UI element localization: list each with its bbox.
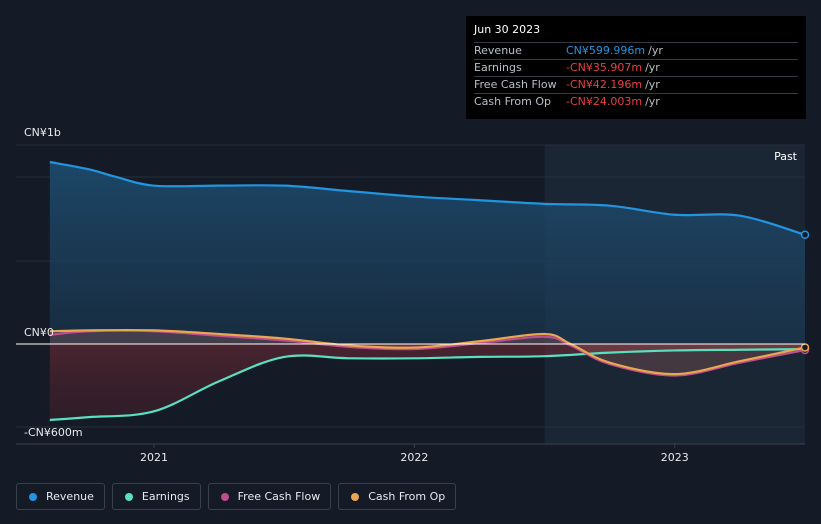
- legend-item-fcf[interactable]: Free Cash Flow: [207, 483, 332, 510]
- revenue-end-point: [800, 230, 810, 240]
- revenue-area: [49, 162, 805, 344]
- tooltip-row-value: CN¥599.996m: [566, 44, 646, 57]
- fcf-dot-icon: [220, 492, 229, 501]
- tooltip-row-unit: /yr: [645, 95, 660, 108]
- earnings-line: [49, 348, 806, 422]
- past-label: Past: [774, 150, 798, 163]
- x-tick-label: 2022: [400, 451, 428, 464]
- tooltip-date: Jun 30 2023: [474, 23, 541, 36]
- legend-item-earnings[interactable]: Earnings: [111, 483, 201, 510]
- series-lines: [49, 160, 810, 422]
- earnings-area: [49, 344, 805, 420]
- tooltip-row-unit: /yr: [648, 44, 663, 57]
- legend-label-cfo: Cash From Op: [368, 490, 446, 503]
- tooltip-row: Earnings -CN¥35.907m/yr: [474, 59, 798, 76]
- tooltip-row: Cash From Op -CN¥24.003m/yr: [474, 93, 798, 110]
- earnings-dot-icon: [124, 492, 133, 501]
- legend: Revenue Earnings Free Cash Flow Cash Fro…: [16, 483, 457, 510]
- legend-label-earnings: Earnings: [141, 490, 190, 503]
- legend-item-revenue[interactable]: Revenue: [16, 483, 105, 510]
- y-tick-label: CN¥1b: [24, 126, 61, 139]
- legend-label-fcf: Free Cash Flow: [237, 490, 321, 503]
- legend-label-revenue: Revenue: [46, 490, 94, 503]
- revenue-line: [49, 160, 806, 236]
- tooltip-row: Free Cash Flow -CN¥42.196m/yr: [474, 76, 798, 93]
- tooltip-row-value: -CN¥24.003m: [566, 95, 643, 108]
- area-fills: [49, 162, 805, 420]
- cfo-line: [49, 328, 806, 376]
- tooltip-row-value: -CN¥35.907m: [566, 61, 643, 74]
- y-tick-label: -CN¥600m: [24, 426, 83, 439]
- tooltip-row-value: -CN¥42.196m: [566, 78, 643, 91]
- tooltip-row-label: Revenue: [474, 44, 522, 57]
- cfo-dot-icon: [351, 492, 360, 501]
- tooltip-row-unit: /yr: [645, 78, 660, 91]
- tooltip-row-label: Earnings: [474, 61, 522, 74]
- legend-item-cfo[interactable]: Cash From Op: [338, 483, 457, 510]
- tooltip: Jun 30 2023 Revenue CN¥599.996m/yr Earning…: [466, 16, 806, 119]
- x-tick-label: 2023: [661, 451, 689, 464]
- tooltip-row-label: Cash From Op: [474, 95, 552, 108]
- cfo-area: [49, 330, 805, 375]
- revenue-dot-icon: [29, 492, 37, 501]
- axes: CN¥1b CN¥0 -CN¥600m 2021 2022 2023: [16, 126, 805, 464]
- x-tick-label: 2021: [140, 451, 168, 464]
- tooltip-row: Revenue CN¥599.996m/yr: [474, 42, 798, 59]
- tooltip-row-label: Free Cash Flow: [474, 78, 557, 91]
- tooltip-row-unit: /yr: [645, 61, 660, 74]
- cfo-end-point: [800, 343, 810, 352]
- y-tick-label: CN¥0: [24, 326, 54, 339]
